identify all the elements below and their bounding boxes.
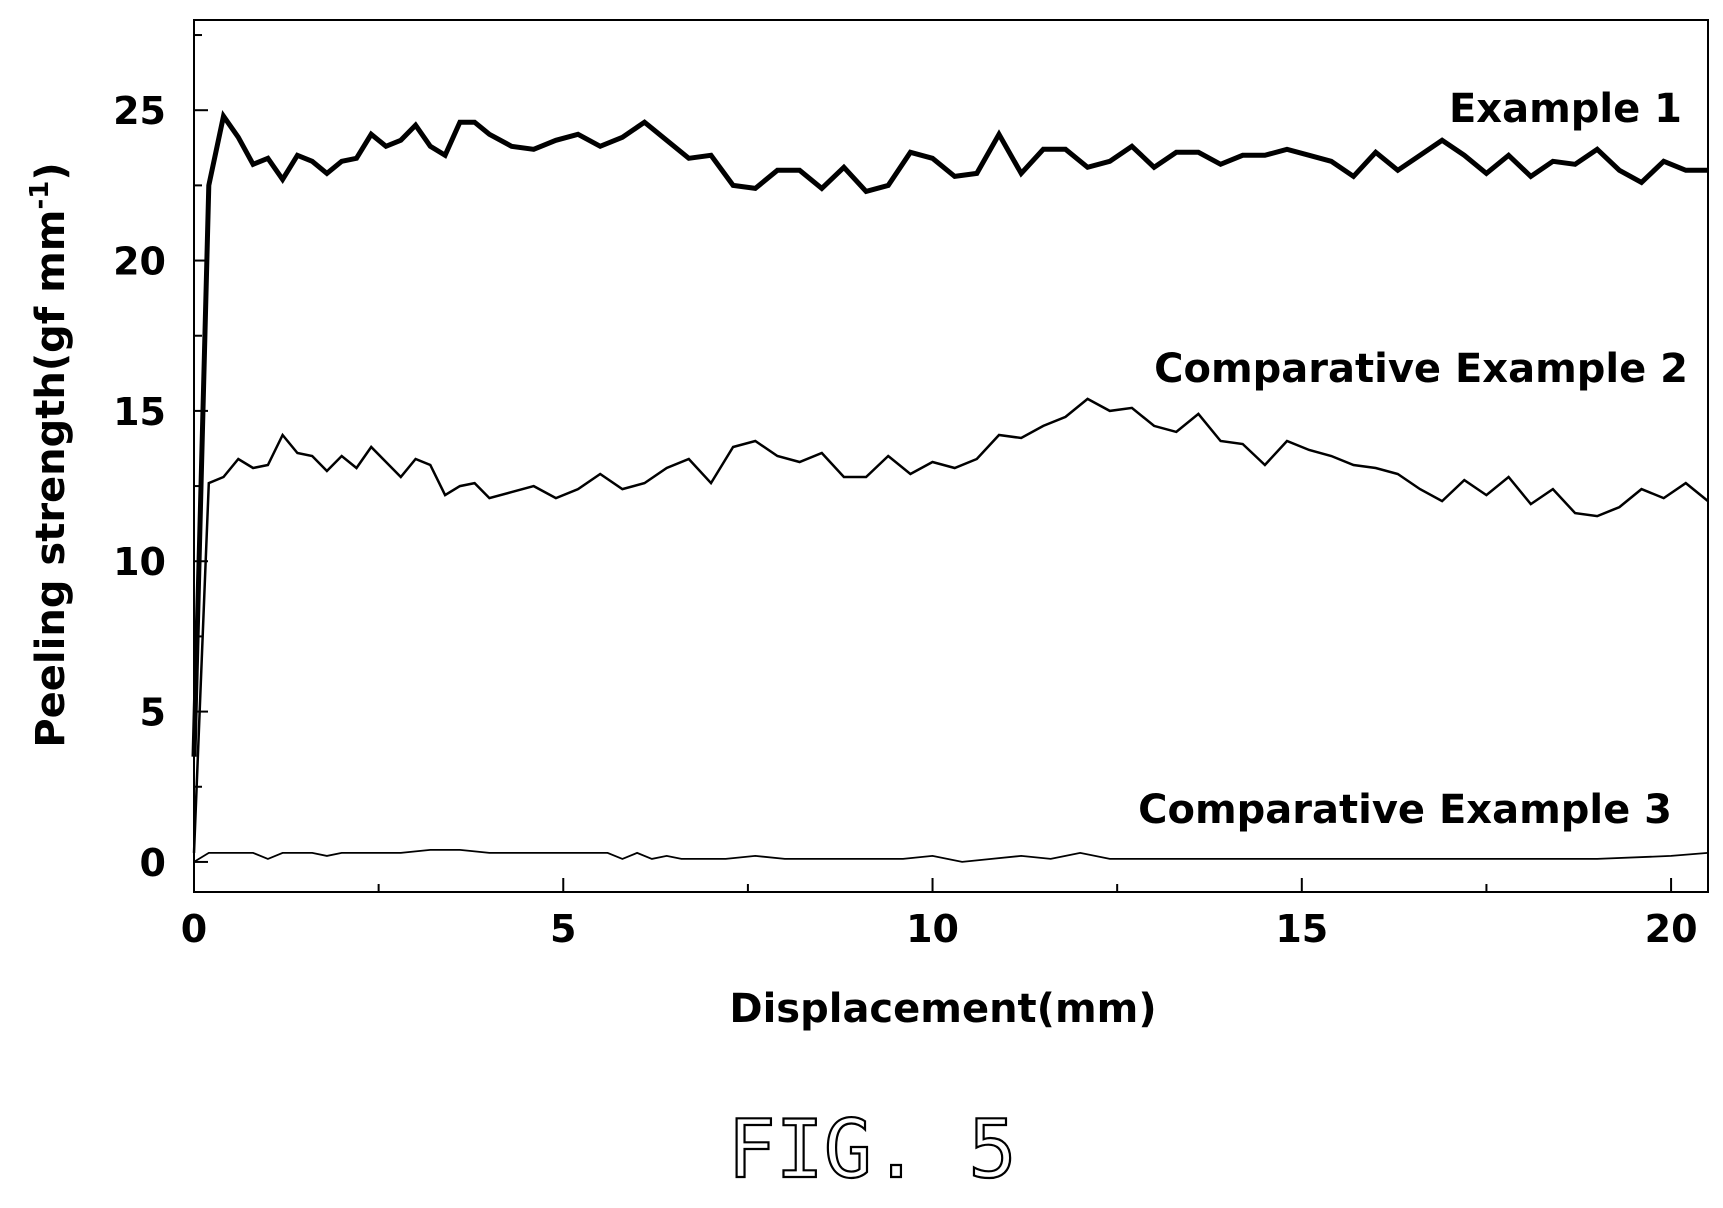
plot-frame bbox=[193, 19, 1709, 893]
y-tick-label: 10 bbox=[113, 540, 166, 584]
x-tick-label: 20 bbox=[1645, 907, 1698, 951]
y-tick-label: 5 bbox=[140, 691, 166, 735]
y-axis-title-main: Peeling strength(gf mm bbox=[28, 210, 74, 748]
series-label-example-1: Example 1 bbox=[1449, 86, 1682, 132]
series-lines bbox=[191, 110, 1709, 863]
y-tick-label: 15 bbox=[113, 390, 166, 434]
y-tick-label: 0 bbox=[140, 841, 166, 885]
series-line-comparative-example-3 bbox=[193, 849, 1709, 863]
figure-caption: FIG. 5 bbox=[728, 1103, 1017, 1196]
y-axis-title-close: ) bbox=[28, 162, 74, 180]
x-tick-label: 5 bbox=[550, 907, 576, 951]
x-tick-label: 15 bbox=[1275, 907, 1328, 951]
y-axis-title-superscript: -1 bbox=[25, 181, 55, 210]
series-line-comparative-example-2 bbox=[192, 397, 1709, 853]
x-axis: 0 5 10 15 20 bbox=[181, 878, 1698, 951]
series-line-example-1 bbox=[191, 110, 1708, 757]
x-tick-label: 0 bbox=[181, 907, 207, 951]
x-axis-title: Displacement(mm) bbox=[729, 986, 1156, 1032]
plot-border bbox=[193, 19, 1709, 893]
y-tick-label: 20 bbox=[113, 240, 166, 284]
y-axis: 0 5 10 15 20 25 bbox=[113, 34, 208, 885]
y-axis-title: Peeling strength(gf mm-1) bbox=[25, 162, 74, 747]
x-tick-label: 10 bbox=[906, 907, 959, 951]
y-tick-label: 25 bbox=[113, 89, 166, 133]
series-label-comparative-example-2: Comparative Example 2 bbox=[1154, 346, 1688, 392]
series-label-comparative-example-3: Comparative Example 3 bbox=[1138, 787, 1672, 833]
